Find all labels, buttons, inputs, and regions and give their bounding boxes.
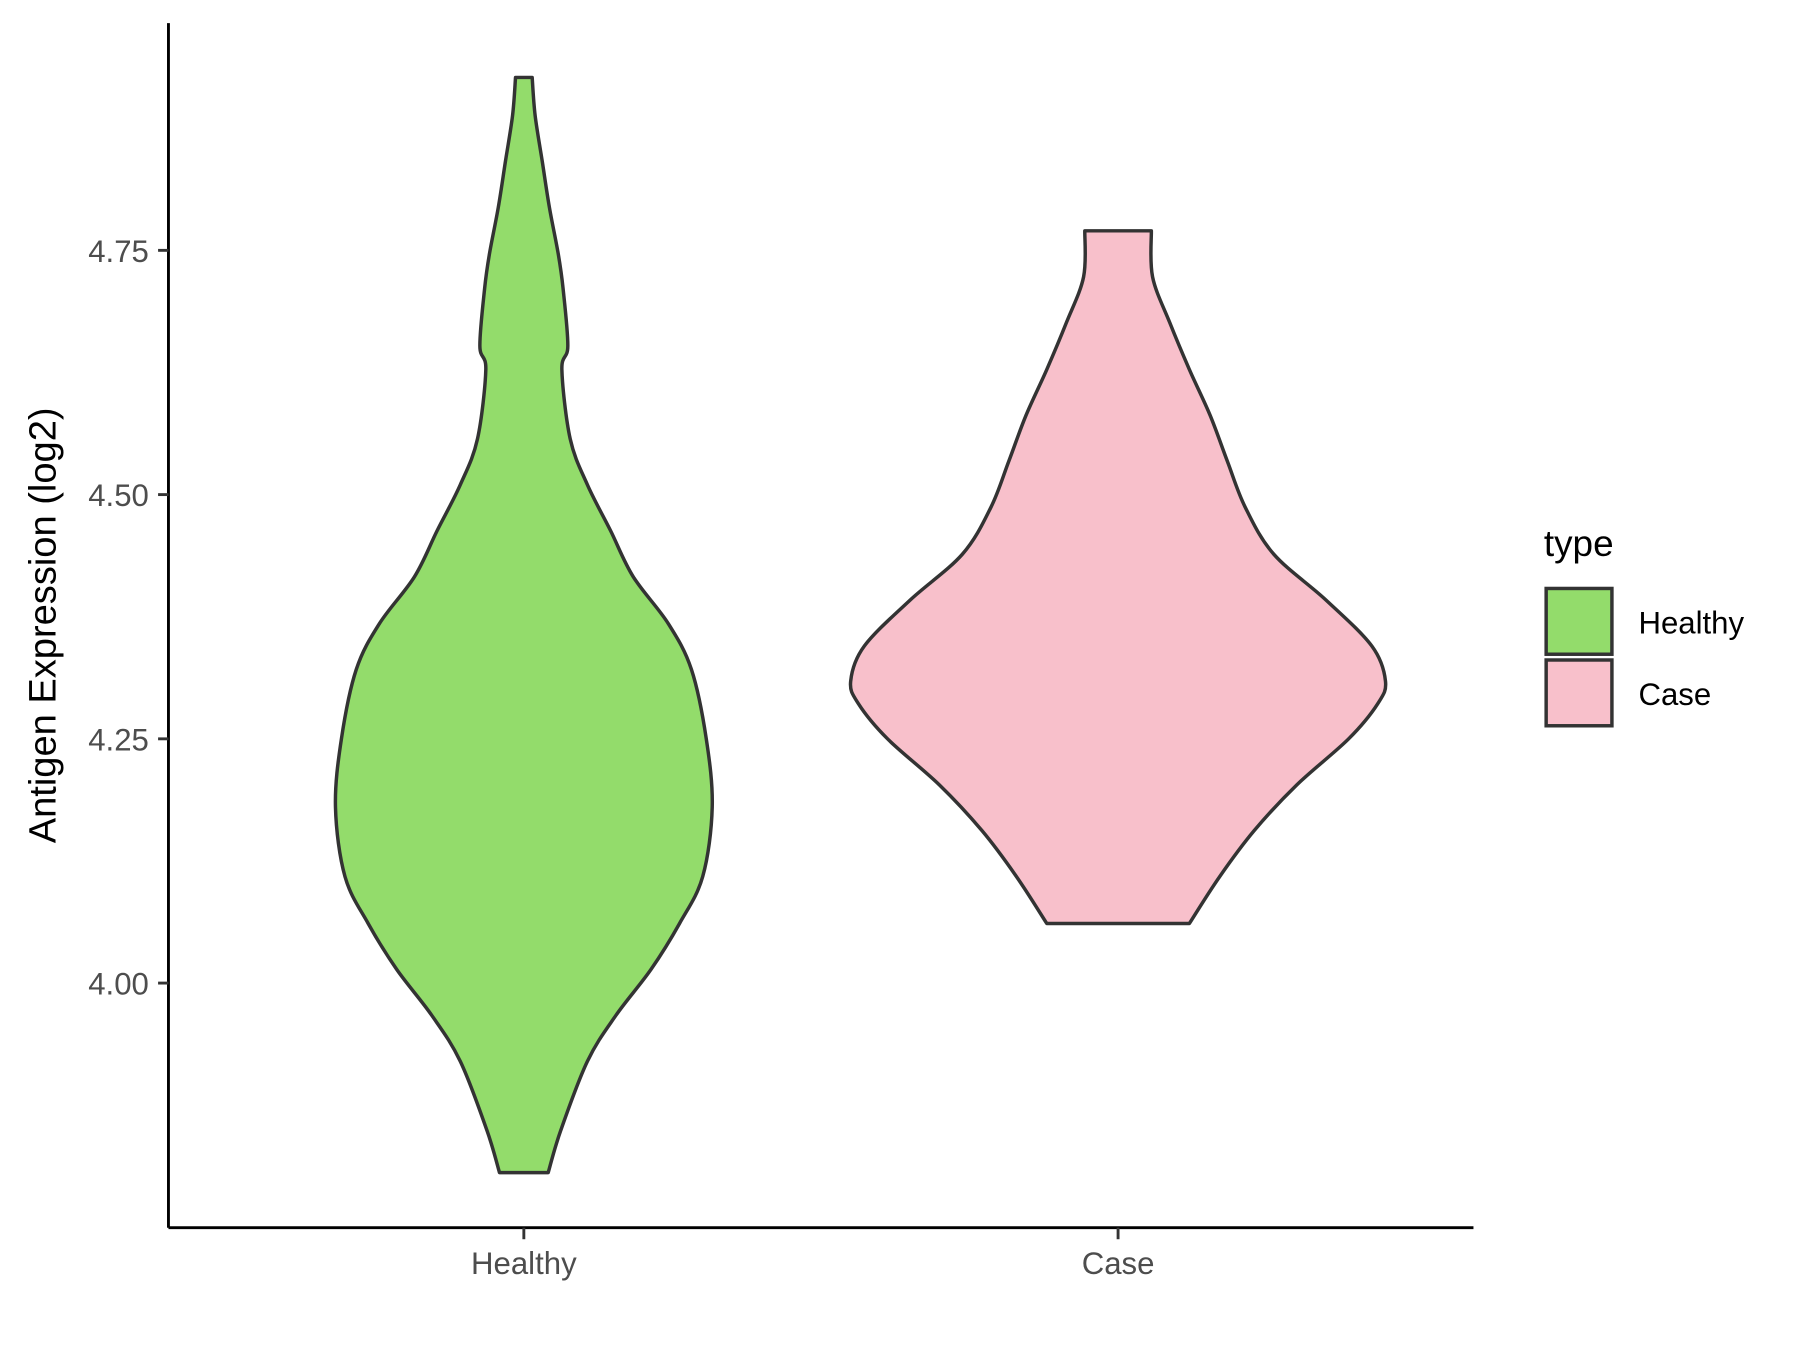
x-tick-label: Case [1082,1246,1155,1281]
y-tick-label: 4.50 [88,478,149,513]
y-axis-label: Antigen Expression (log2) [22,407,64,843]
y-tick-label: 4.75 [88,234,149,269]
legend-label: Case [1638,677,1711,712]
x-ticks: Healthy Case [471,1227,1155,1281]
legend-key-healthy [1544,586,1614,656]
y-ticks: 4.00 4.25 4.50 4.75 [88,234,169,1002]
legend: type Healthy Case [1544,523,1744,728]
y-tick-label: 4.25 [88,722,149,757]
legend-label: Healthy [1638,605,1744,640]
y-tick-label: 4.00 [88,967,149,1002]
x-tick-label: Healthy [471,1246,577,1281]
violins [333,75,1388,1175]
violin-healthy [333,75,715,1175]
legend-key-case [1544,658,1614,728]
legend-title: type [1544,523,1614,564]
violin-case [848,229,1388,926]
